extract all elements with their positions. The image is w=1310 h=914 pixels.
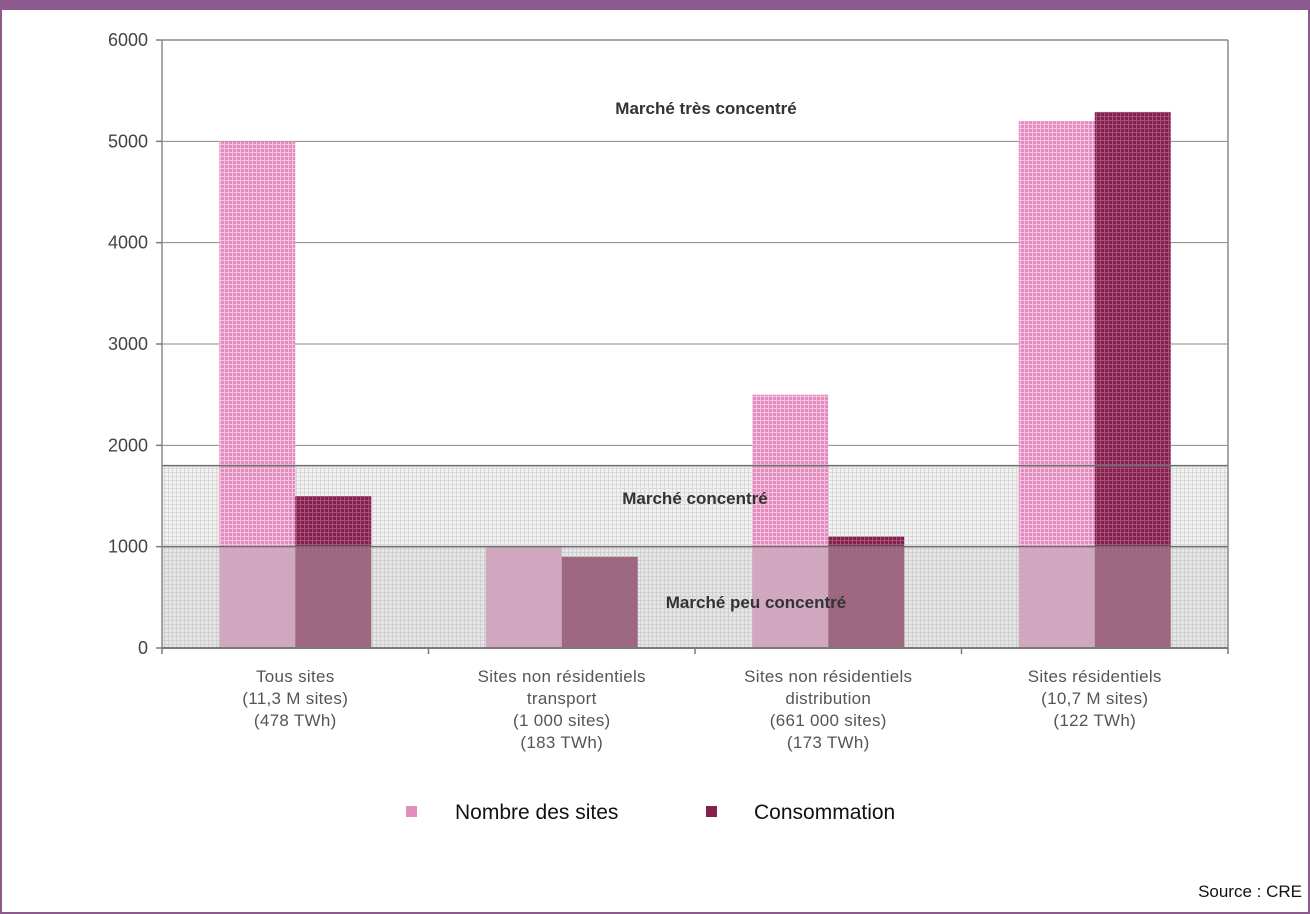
legend-label: Consommation bbox=[754, 801, 895, 824]
zone-band-peu-concentre bbox=[162, 546, 1228, 648]
zone-label: Marché concentré bbox=[622, 489, 768, 508]
legend-swatch bbox=[706, 806, 717, 817]
source-note: Source : CRE bbox=[1198, 882, 1302, 901]
y-tick-label: 5000 bbox=[108, 131, 148, 151]
y-tick-label: 2000 bbox=[108, 435, 148, 455]
x-category-label: Sites non résidentiels transport (1 000 si… bbox=[478, 667, 646, 752]
y-tick-label: 6000 bbox=[108, 30, 148, 50]
zone-label: Marché peu concentré bbox=[666, 593, 846, 612]
y-tick-label: 3000 bbox=[108, 334, 148, 354]
x-category-label: Sites non résidentiels distribution (661 0… bbox=[744, 667, 912, 752]
y-tick-label: 4000 bbox=[108, 233, 148, 253]
legend-swatch bbox=[406, 806, 417, 817]
zone-label: Marché très concentré bbox=[615, 99, 796, 118]
figure-title-bar bbox=[0, 0, 1310, 10]
legend-label: Nombre des sites bbox=[455, 801, 618, 824]
y-tick-label: 0 bbox=[138, 638, 148, 658]
x-category-label: Sites résidentiels (10,7 M sites) (122 TWh… bbox=[1028, 667, 1162, 730]
x-category-label: Tous sites (11,3 M sites) (478 TWh) bbox=[242, 667, 348, 730]
y-tick-label: 1000 bbox=[108, 537, 148, 557]
